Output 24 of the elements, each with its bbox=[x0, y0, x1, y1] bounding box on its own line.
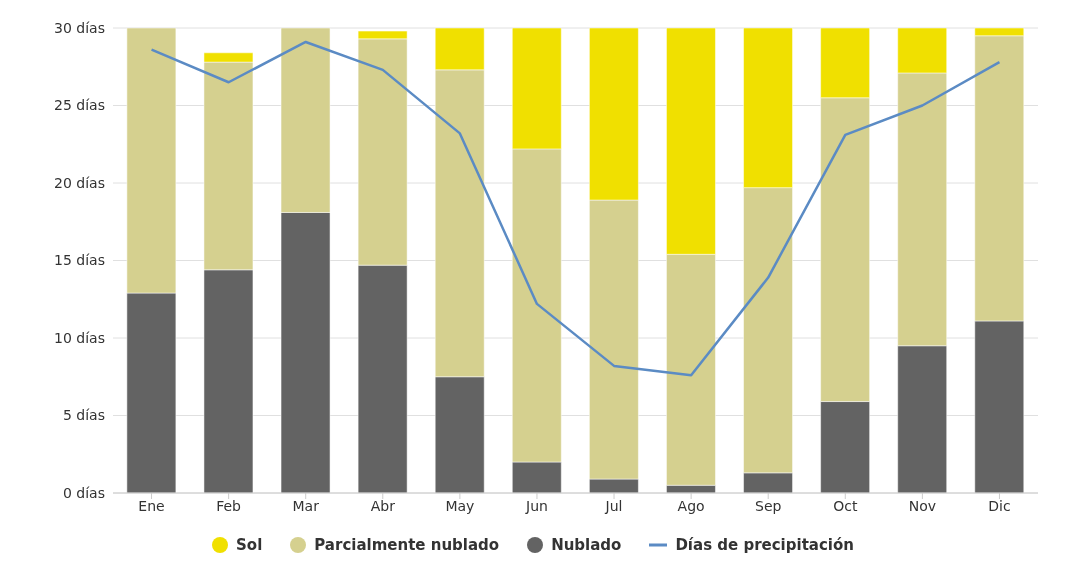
x-tick-label: Oct bbox=[833, 497, 858, 514]
y-tick-label: 15 días bbox=[54, 252, 105, 269]
x-tick-label: Ago bbox=[677, 497, 705, 514]
x-tick-label: Sep bbox=[755, 497, 782, 514]
x-tick-label: Nov bbox=[908, 497, 937, 514]
y-tick-label: 20 días bbox=[54, 174, 105, 191]
y-tick-label: 30 días bbox=[54, 19, 105, 36]
x-tick-label: Feb bbox=[216, 497, 242, 514]
x-tick-label: Ene bbox=[138, 497, 165, 514]
x-tick-label: Jul bbox=[604, 497, 623, 514]
y-tick-label: 5 días bbox=[62, 407, 105, 424]
legend-label: Nublado bbox=[551, 536, 622, 554]
legend-label: Sol bbox=[236, 536, 263, 554]
y-tick-label: 0 días bbox=[62, 484, 105, 501]
line-series bbox=[150, 40, 1001, 377]
x-tick-label: Abr bbox=[370, 497, 396, 514]
x-tick-label: Jun bbox=[525, 497, 548, 514]
y-tick-label: 10 días bbox=[54, 329, 105, 346]
x-tick-label: May bbox=[445, 497, 475, 514]
x-tick-label: Mar bbox=[292, 497, 320, 514]
y-tick-label: 25 días bbox=[54, 97, 105, 114]
x-tick-label: Dic bbox=[988, 497, 1011, 514]
legend-label: Días de precipitación bbox=[675, 536, 854, 554]
legend-label: Parcialmente nublado bbox=[314, 536, 500, 554]
